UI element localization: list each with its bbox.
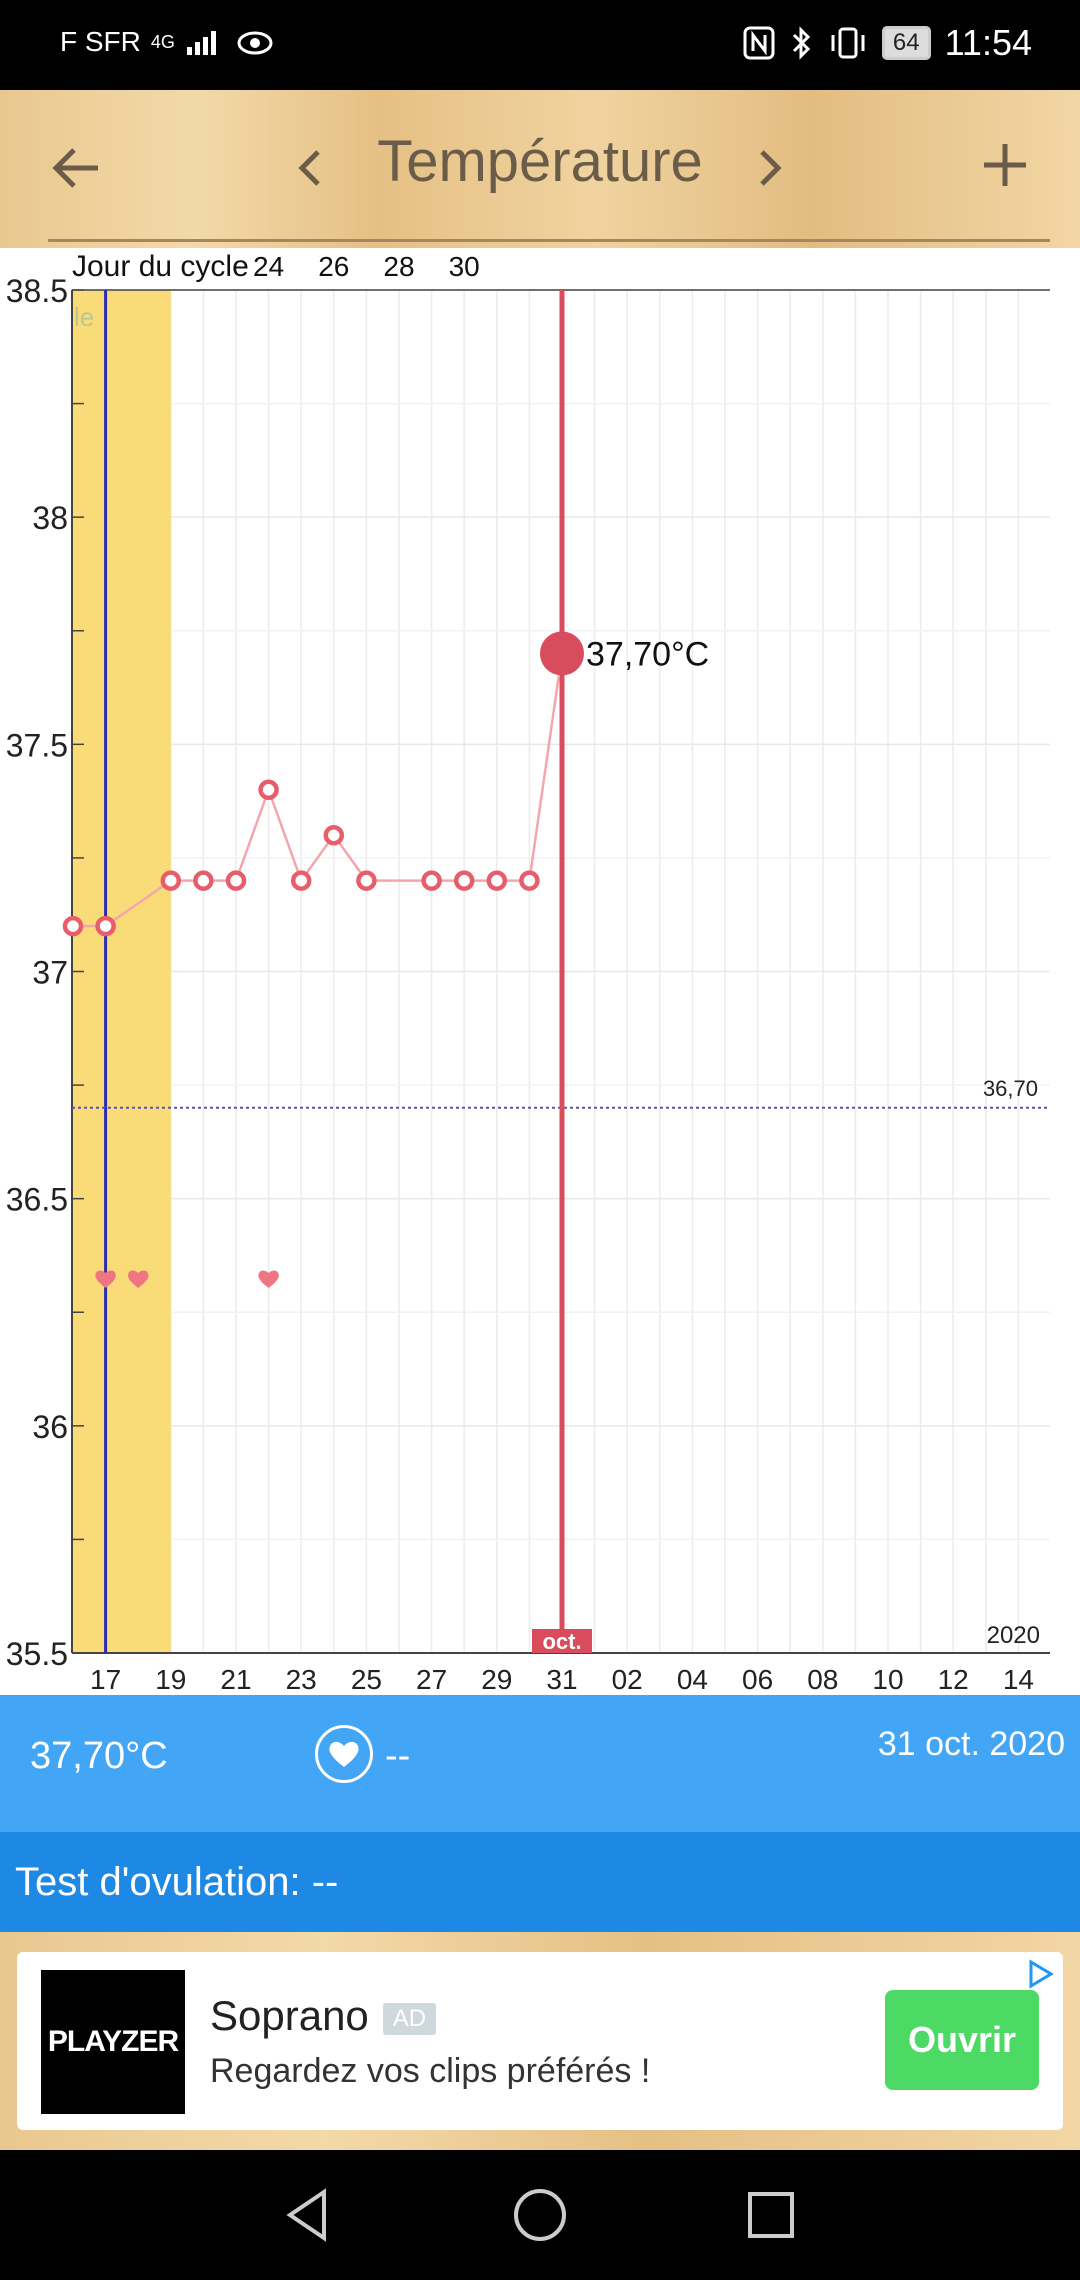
x-tick-label: 29	[481, 1664, 512, 1695]
ovulation-test-bar[interactable]: Test d'ovulation: --	[0, 1832, 1080, 1932]
selected-temperature: 37,70°C	[30, 1735, 168, 1777]
period-band	[72, 290, 171, 1653]
reference-line-label: 36,70	[983, 1076, 1038, 1101]
temperature-point	[323, 824, 345, 846]
back-nav-icon[interactable]	[276, 2182, 342, 2248]
highlight-point-label: 37,70°C	[586, 635, 709, 673]
temperature-point	[290, 870, 312, 891]
y-tick-label: 38.5	[6, 273, 68, 309]
vibrate-icon	[831, 27, 865, 59]
temperature-point	[486, 870, 508, 891]
eye-icon	[237, 31, 273, 55]
ad-title[interactable]: Soprano AD	[210, 1992, 437, 2040]
clock: 11:54	[944, 22, 1032, 63]
temperature-point	[160, 870, 182, 891]
home-nav-icon[interactable]	[507, 2182, 573, 2248]
x-tick-label: 21	[220, 1664, 251, 1695]
y-tick-label: 38	[32, 500, 68, 536]
ad-choices-icon[interactable]	[1023, 1956, 1059, 1992]
chevron-right-icon[interactable]	[752, 146, 788, 190]
heart-icon	[258, 1270, 279, 1288]
signal-icon	[186, 31, 216, 55]
month-tag	[532, 1629, 592, 1653]
arrow-left-icon[interactable]	[48, 140, 104, 196]
temperature-point	[453, 870, 475, 891]
period-band-label: le	[74, 302, 94, 332]
temperature-point	[95, 915, 116, 937]
heart-icon	[127, 1270, 149, 1288]
bluetooth-icon	[792, 26, 810, 60]
plus-icon[interactable]	[980, 140, 1030, 190]
status-left: F SFR 4G	[60, 26, 275, 58]
ad-title-text: Soprano	[210, 1992, 369, 2039]
app-bar: Température	[0, 90, 1080, 248]
network-type: 4G	[150, 31, 175, 52]
ovulation-test-label: Test d'ovulation: --	[15, 1860, 339, 1904]
ad-logo[interactable]: PLAYZER	[41, 1970, 185, 2114]
nfc-icon	[743, 26, 775, 60]
x-tick-label: 10	[872, 1664, 903, 1695]
x-tick-label: 14	[1003, 1664, 1034, 1695]
y-tick-label: 36	[32, 1409, 68, 1445]
ad-container: PLAYZER Soprano AD Regardez vos clips pré…	[0, 1932, 1080, 2150]
x-tick-label: 27	[416, 1664, 447, 1695]
highlight-point	[540, 631, 584, 676]
cycle-day-tick: 28	[383, 251, 414, 282]
month-tag-label: oct.	[542, 1629, 581, 1654]
temperature-point	[421, 870, 442, 891]
carrier-text: F SFR	[60, 26, 141, 57]
heart-button[interactable]	[315, 1725, 373, 1783]
x-tick-label: 31	[546, 1664, 577, 1695]
status-bar: F SFR 4G 64 11:54	[0, 0, 1080, 90]
selected-date: 31 oct. 2020	[877, 1725, 1065, 1763]
heart-icon	[329, 1741, 359, 1767]
y-tick-label: 35.5	[6, 1636, 68, 1672]
x-tick-label: 25	[351, 1664, 382, 1695]
x-tick-label: 06	[742, 1664, 773, 1695]
heart-icon	[95, 1270, 116, 1288]
cycle-day-tick: 30	[449, 251, 480, 282]
temperature-point	[356, 870, 377, 891]
battery-icon: 64	[881, 26, 931, 60]
page-title: Température	[377, 129, 703, 194]
cycle-day-label: Jour du cycle	[72, 250, 249, 283]
ad-subtitle: Regardez vos clips préférés !	[210, 2052, 651, 2090]
y-tick-label: 37	[32, 955, 68, 991]
y-tick-label: 36.5	[6, 1182, 68, 1218]
system-nav-bar	[0, 2150, 1080, 2280]
temperature-point	[62, 915, 84, 937]
recents-nav-icon[interactable]	[738, 2182, 804, 2248]
ad-card[interactable]: PLAYZER Soprano AD Regardez vos clips pré…	[17, 1952, 1063, 2130]
temperature-point	[519, 870, 540, 891]
info-bar: 37,70°C -- 31 oct. 2020	[0, 1695, 1080, 1832]
cycle-day-tick: 26	[318, 251, 349, 282]
temperature-chart[interactable]: le 38.5 38 37.5 37 36.5 36 35.5 36,70 37,70°C oct.…	[0, 248, 1080, 1695]
x-tick-label: 12	[938, 1664, 969, 1695]
x-tick-label: 02	[612, 1664, 643, 1695]
year-label: 2020	[987, 1622, 1040, 1649]
temperature-point	[193, 870, 214, 891]
chevron-left-icon[interactable]	[292, 146, 328, 190]
temperature-point	[258, 779, 279, 801]
heart-value: --	[385, 1735, 411, 1777]
status-right: 64 11:54	[742, 22, 1032, 64]
x-tick-label: 17	[90, 1664, 121, 1695]
temperature-point	[225, 870, 247, 891]
x-tick-label: 23	[286, 1664, 317, 1695]
ad-open-button[interactable]: Ouvrir	[885, 1990, 1039, 2090]
x-tick-label: 04	[677, 1664, 708, 1695]
x-tick-label: 19	[155, 1664, 186, 1695]
ad-badge: AD	[382, 2002, 437, 2035]
cycle-day-tick: 24	[253, 251, 284, 282]
y-tick-label: 37.5	[6, 727, 68, 763]
x-tick-label: 08	[807, 1664, 838, 1695]
